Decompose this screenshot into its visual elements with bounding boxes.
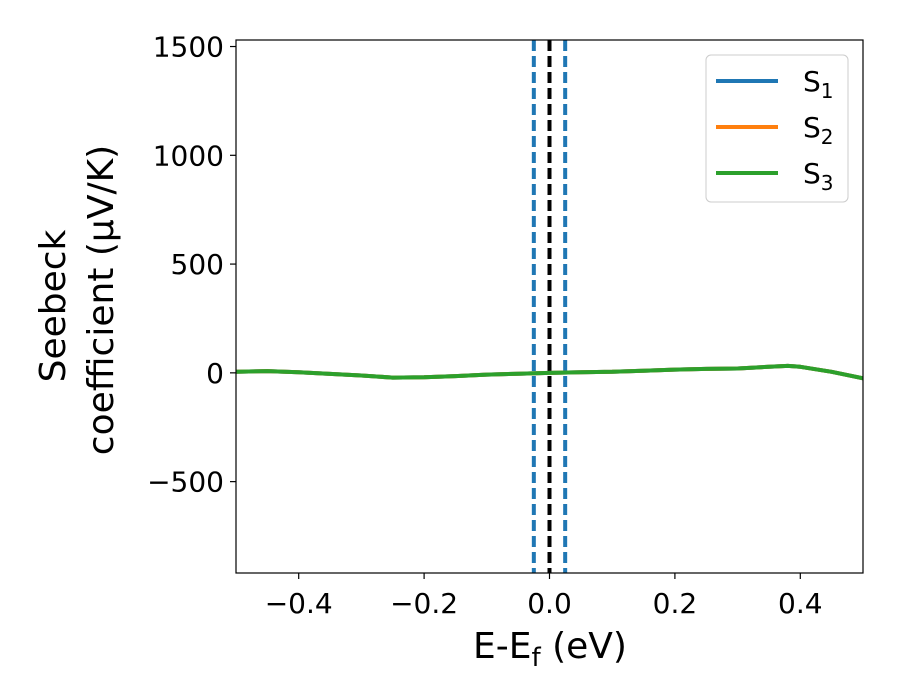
y-axis-title-line2: coefficient (μV/K) [81, 145, 122, 455]
x-tick-label: 0.0 [527, 587, 572, 620]
y-axis-title-line1: Seebeck [33, 229, 74, 382]
y-tick-label: 1000 [153, 139, 224, 172]
x-tick-label: 0.2 [653, 587, 698, 620]
x-tick-label: −0.4 [265, 587, 333, 620]
series-lines [236, 363, 863, 381]
x-tick-label: 0.4 [778, 587, 823, 620]
legend: S1 S2 S3 [705, 54, 849, 203]
y-tick-label: −500 [147, 466, 224, 499]
y-tick-label: 500 [171, 248, 224, 281]
y-axis-ticks: −500 0 500 1000 1500 [147, 31, 236, 499]
series-line-3 [236, 363, 863, 381]
y-tick-label: 0 [206, 357, 224, 390]
legend-label-2: S2 [803, 111, 834, 149]
legend-label-1: S1 [803, 65, 834, 103]
x-tick-label: −0.2 [390, 587, 458, 620]
y-tick-label: 1500 [153, 31, 224, 64]
reference-lines [531, 40, 568, 573]
x-axis-title: E-Ef (eV) [473, 626, 627, 673]
legend-label-3: S3 [803, 157, 834, 195]
y-axis-title: Seebeck coefficient (μV/K) [33, 145, 122, 455]
x-axis-ticks: −0.4 −0.2 0.0 0.2 0.4 [265, 573, 823, 620]
